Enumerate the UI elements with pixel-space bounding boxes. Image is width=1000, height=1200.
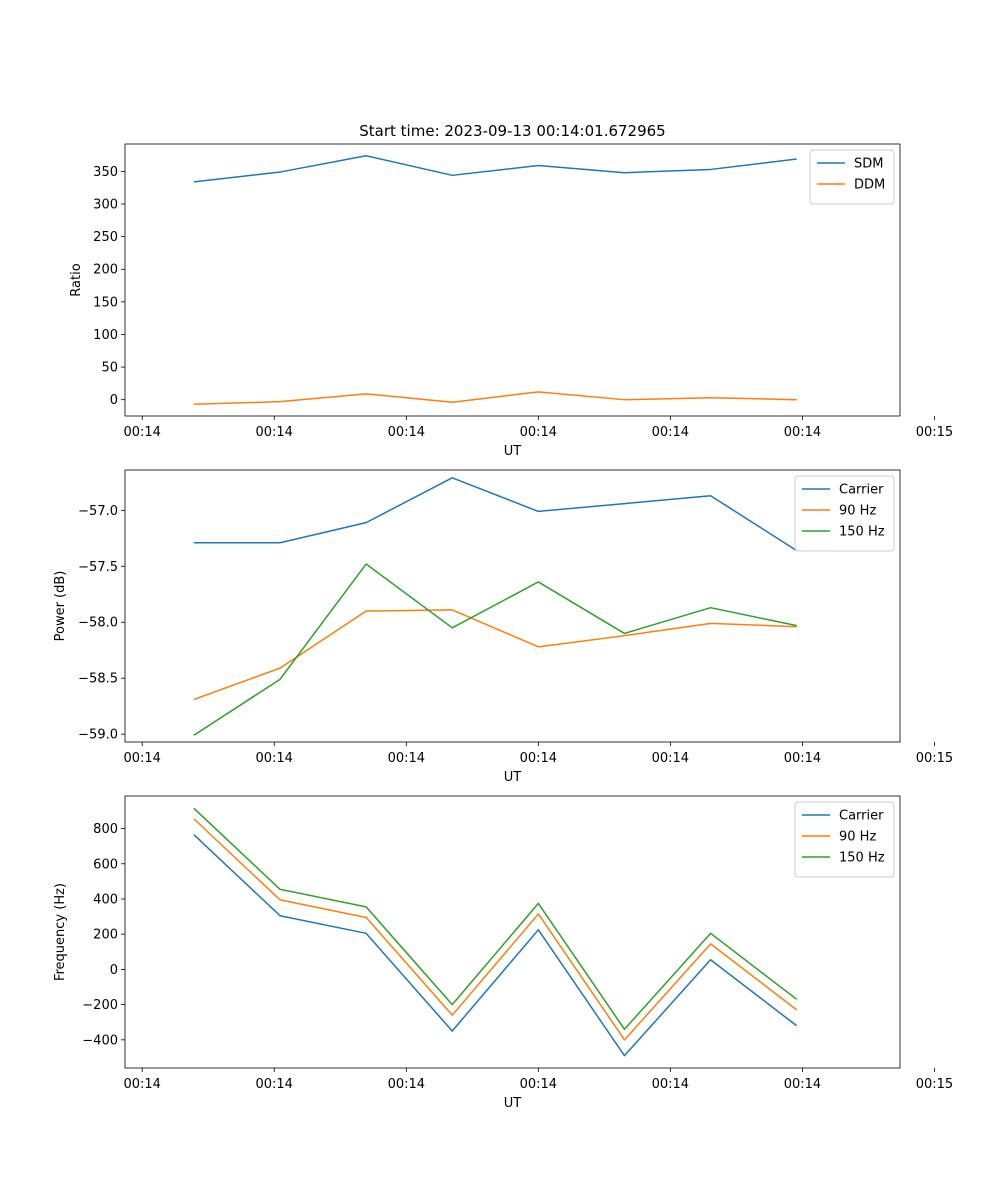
- legend-label: 90 Hz: [839, 830, 876, 845]
- y-tick-label: 800: [93, 822, 118, 837]
- x-axis-label: UT: [504, 1096, 522, 1111]
- x-axis-label: UT: [504, 770, 522, 785]
- x-tick-label: 00:14: [123, 1077, 160, 1092]
- x-axis-label: UT: [504, 444, 522, 459]
- x-tick-label: 00:14: [255, 425, 292, 440]
- x-tick-label: 00:14: [520, 751, 557, 766]
- x-tick-label: 00:14: [520, 1077, 557, 1092]
- series-line-90-hz: [193, 609, 797, 701]
- legend: Carrier 90 Hz 150 Hz: [794, 801, 895, 878]
- x-tick-label: 00:14: [388, 1077, 425, 1092]
- legend: Carrier 90 Hz 150 Hz: [794, 475, 895, 552]
- y-tick-label: −57.0: [78, 504, 118, 519]
- y-tick-label: 200: [93, 928, 118, 943]
- series-line-90-hz: [193, 818, 798, 1041]
- y-tick-label: 250: [93, 230, 118, 245]
- legend-label: Carrier: [839, 809, 884, 824]
- legend-box: [794, 801, 895, 878]
- y-tick-label: 100: [93, 328, 118, 343]
- series-line-150-hz: [193, 807, 798, 1031]
- x-tick-label: 00:14: [784, 751, 821, 766]
- chart-title: Start time: 2023-09-13 00:14:01.672965: [359, 122, 665, 140]
- y-tick-label: 300: [93, 198, 118, 213]
- y-axis-label: Power (dB): [53, 571, 68, 642]
- y-axis-label: Ratio: [69, 263, 84, 296]
- series-line-sdm: [193, 154, 797, 183]
- legend-label: DDM: [854, 178, 885, 193]
- chart-2: 00:14 00:14 00:14 00:14 00:14 00:14 00:15 −59.0…: [53, 469, 953, 785]
- legend-label: 90 Hz: [839, 504, 876, 519]
- y-tick-label: 200: [93, 263, 118, 278]
- legend: SDM DDM: [809, 149, 895, 205]
- x-tick-label: 00:14: [784, 425, 821, 440]
- x-tick-label: 00:14: [255, 751, 292, 766]
- y-tick-label: 0: [110, 393, 118, 408]
- legend-label: 150 Hz: [839, 525, 885, 540]
- y-tick-label: −57.5: [78, 560, 118, 575]
- x-tick-label: 00:15: [916, 425, 953, 440]
- y-tick-label: 0: [110, 963, 118, 978]
- y-axis-label: Frequency (Hz): [53, 883, 68, 981]
- x-tick-label: 00:14: [520, 425, 557, 440]
- x-tick-label: 00:14: [123, 751, 160, 766]
- series-line-150-hz: [193, 563, 797, 736]
- y-tick-label: −200: [82, 998, 118, 1013]
- y-tick-label: −400: [82, 1033, 118, 1048]
- x-tick-label: 00:14: [784, 1077, 821, 1092]
- y-tick-label: 50: [101, 361, 118, 376]
- series-line-ddm: [193, 391, 797, 406]
- x-tick-label: 00:14: [652, 1077, 689, 1092]
- x-tick-label: 00:14: [652, 425, 689, 440]
- legend-box: [794, 475, 895, 552]
- series-line-carrier: [193, 477, 798, 552]
- x-tick-label: 00:14: [652, 751, 689, 766]
- legend-label: SDM: [854, 157, 883, 172]
- x-tick-label: 00:14: [123, 425, 160, 440]
- x-tick-label: 00:14: [255, 1077, 292, 1092]
- chart-1: Start time: 2023-09-13 00:14:01.67296500…: [69, 122, 953, 459]
- y-tick-label: 150: [93, 295, 118, 310]
- x-tick-label: 00:15: [916, 1077, 953, 1092]
- x-tick-label: 00:14: [388, 751, 425, 766]
- y-tick-label: 400: [93, 892, 118, 907]
- legend-label: Carrier: [839, 483, 884, 498]
- y-tick-label: 350: [93, 165, 118, 180]
- plot-frame: [124, 795, 901, 1069]
- plot-frame: [124, 143, 901, 417]
- y-tick-label: −59.0: [78, 728, 118, 743]
- x-tick-label: 00:14: [388, 425, 425, 440]
- y-tick-label: −58.0: [78, 616, 118, 631]
- y-tick-label: 600: [93, 857, 118, 872]
- series-line-carrier: [193, 834, 798, 1057]
- chart-3: 00:14 00:14 00:14 00:14 00:14 00:14 00:15 −400 −…: [53, 795, 953, 1111]
- y-tick-label: −58.5: [78, 672, 118, 687]
- legend-label: 150 Hz: [839, 851, 885, 866]
- plot-frame: [124, 469, 901, 743]
- x-tick-label: 00:15: [916, 751, 953, 766]
